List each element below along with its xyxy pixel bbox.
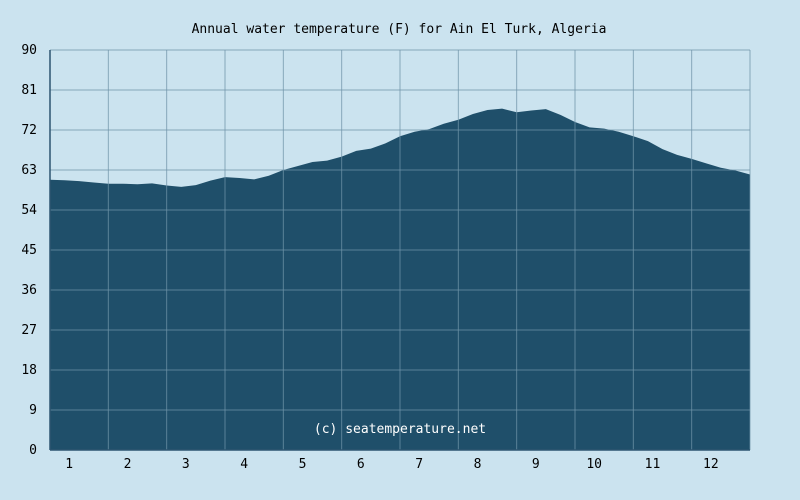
x-tick-label: 9 — [532, 457, 540, 472]
y-tick-label: 18 — [21, 363, 37, 378]
x-axis-ticks: 1 2 3 4 5 6 7 8 9 10 11 12 — [65, 457, 718, 472]
y-tick-label: 9 — [29, 403, 37, 418]
y-tick-label: 90 — [21, 43, 37, 58]
watermark: (c) seatemperature.net — [314, 422, 486, 437]
x-tick-label: 12 — [703, 457, 719, 472]
y-tick-label: 45 — [21, 243, 37, 258]
x-tick-label: 11 — [645, 457, 661, 472]
x-tick-label: 5 — [299, 457, 307, 472]
x-tick-label: 10 — [586, 457, 602, 472]
x-tick-label: 4 — [240, 457, 248, 472]
chart-title: Annual water temperature (F) for Ain El … — [192, 22, 607, 37]
y-tick-label: 0 — [29, 443, 37, 458]
x-tick-label: 2 — [124, 457, 132, 472]
y-tick-label: 72 — [21, 123, 37, 138]
y-tick-label: 63 — [21, 163, 37, 178]
y-axis-ticks: 0 9 18 27 36 45 54 63 72 81 90 — [21, 43, 37, 458]
y-tick-label: 54 — [21, 203, 37, 218]
x-tick-label: 3 — [182, 457, 190, 472]
x-tick-label: 7 — [415, 457, 423, 472]
axes — [49, 50, 750, 451]
x-tick-label: 6 — [357, 457, 365, 472]
x-tick-label: 1 — [65, 457, 73, 472]
x-tick-label: 8 — [474, 457, 482, 472]
y-tick-label: 81 — [21, 83, 37, 98]
y-tick-label: 36 — [21, 283, 37, 298]
y-tick-label: 27 — [21, 323, 37, 338]
